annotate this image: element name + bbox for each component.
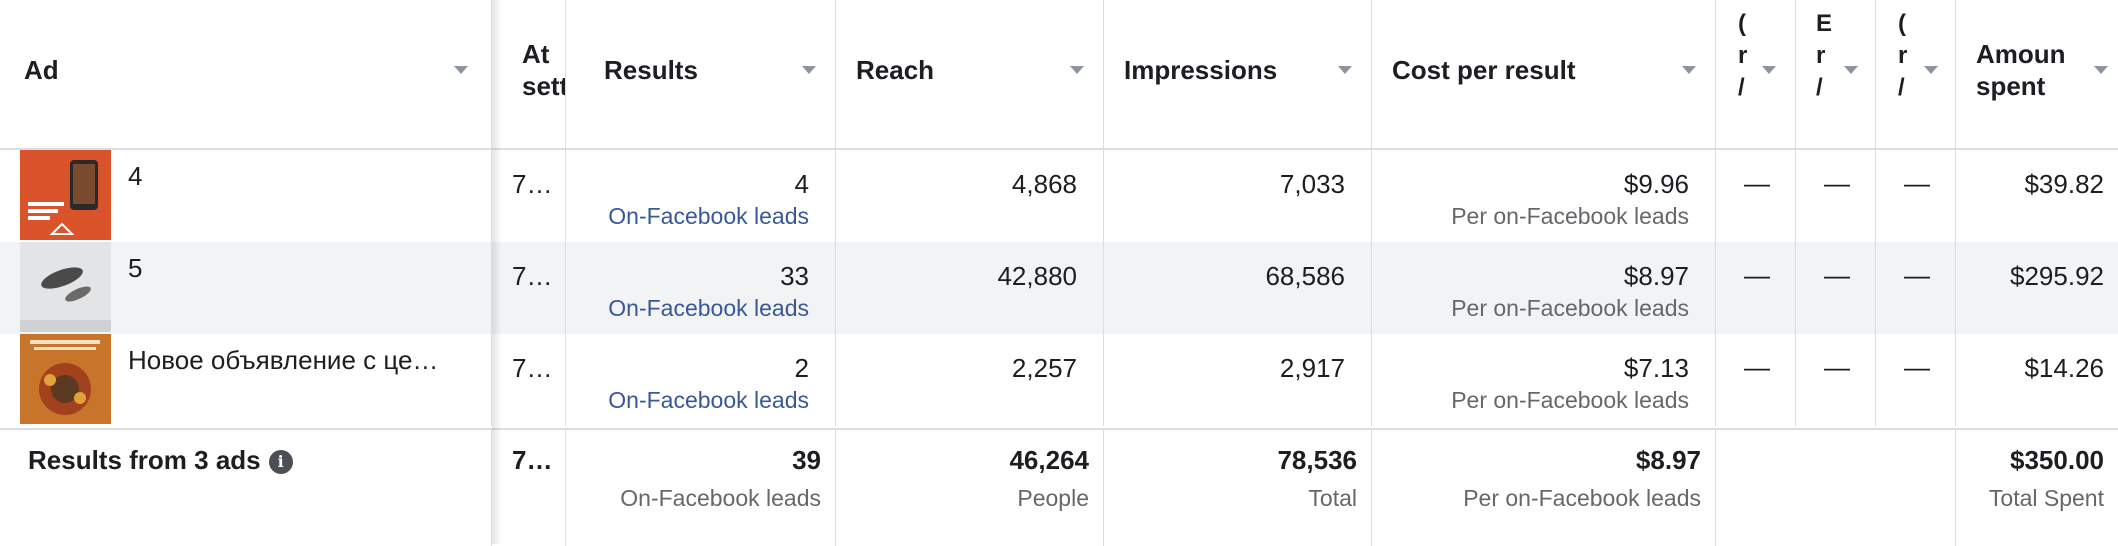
- column-header-collapsed-2-label: E r /: [1816, 10, 1833, 101]
- table-header: Ad At sett Results Reach Impressions Cos…: [0, 0, 2118, 150]
- column-header-impressions[interactable]: Impressions: [1104, 0, 1372, 148]
- cost-per-result-value: $8.97: [1623, 261, 1689, 291]
- cost-per-result-value: $7.13: [1623, 353, 1689, 383]
- reach-value: 2,257: [1011, 353, 1077, 383]
- attribution-value: 7…: [512, 169, 553, 199]
- results-value: 2: [794, 353, 809, 383]
- results-type-link[interactable]: On-Facebook leads: [608, 295, 809, 321]
- column-header-ad[interactable]: Ad: [0, 0, 492, 148]
- results-value: 33: [780, 261, 809, 291]
- column-header-collapsed-1[interactable]: ( r /: [1716, 0, 1796, 148]
- results-type-link[interactable]: On-Facebook leads: [608, 387, 809, 413]
- sort-chevron-icon[interactable]: [1762, 66, 1776, 74]
- ad-thumbnail[interactable]: [20, 242, 111, 332]
- column-header-attribution[interactable]: At sett: [492, 0, 566, 148]
- empty-value: —: [1824, 352, 1850, 382]
- table-row[interactable]: 4 7… 4 On-Facebook leads 4,868 7,033 $9.…: [0, 150, 2118, 242]
- column-header-amount-spent[interactable]: Amoun spent: [1956, 0, 2118, 148]
- ad-name[interactable]: 4: [128, 161, 143, 191]
- column-header-ad-label: Ad: [24, 55, 59, 85]
- column-header-cost-per-result-label: Cost per result: [1392, 55, 1576, 85]
- column-header-amount-spent-label: Amoun spent: [1976, 39, 2066, 101]
- totals-amount-spent: $350.00: [2010, 445, 2104, 475]
- cost-per-result-type: Per on-Facebook leads: [1451, 203, 1689, 229]
- attribution-value: 7…: [512, 353, 553, 383]
- cost-per-result-type: Per on-Facebook leads: [1451, 295, 1689, 321]
- ad-name[interactable]: 5: [128, 253, 143, 283]
- amount-spent-value: $14.26: [2024, 353, 2104, 383]
- totals-empty: [1716, 430, 1956, 546]
- empty-value: —: [1744, 168, 1770, 198]
- sort-chevron-icon[interactable]: [1338, 66, 1352, 74]
- impressions-value: 7,033: [1279, 169, 1345, 199]
- sort-chevron-icon[interactable]: [454, 66, 468, 74]
- sort-chevron-icon[interactable]: [2094, 66, 2108, 74]
- column-header-reach-label: Reach: [856, 55, 935, 85]
- totals-results: 39: [792, 445, 821, 475]
- sort-chevron-icon[interactable]: [1070, 66, 1084, 74]
- empty-value: —: [1904, 352, 1930, 382]
- totals-reach-type: People: [1017, 485, 1089, 511]
- column-header-collapsed-3-label: ( r /: [1898, 10, 1908, 101]
- sort-chevron-icon[interactable]: [1682, 66, 1696, 74]
- column-header-impressions-label: Impressions: [1124, 55, 1278, 85]
- totals-reach: 46,264: [1009, 445, 1089, 475]
- empty-value: —: [1744, 260, 1770, 290]
- sort-chevron-icon[interactable]: [1924, 66, 1938, 74]
- table-row[interactable]: Новое объявление с це… 7… 2 On-Facebook …: [0, 334, 2118, 426]
- ad-cell[interactable]: 4: [0, 150, 492, 242]
- totals-label-text: Results from 3 ads: [28, 445, 261, 475]
- reach-value: 42,880: [997, 261, 1077, 291]
- reach-value: 4,868: [1011, 169, 1077, 199]
- totals-impressions: 78,536: [1277, 445, 1357, 475]
- cost-per-result-type: Per on-Facebook leads: [1451, 387, 1689, 413]
- column-header-attribution-label: At sett: [522, 39, 566, 101]
- totals-amount-type: Total Spent: [1988, 485, 2104, 511]
- totals-row: Results from 3 ads i 7… 39 On-Facebook le…: [0, 428, 2118, 546]
- totals-label: Results from 3 ads i: [28, 444, 293, 476]
- impressions-value: 68,586: [1265, 261, 1345, 291]
- ad-cell[interactable]: 5: [0, 242, 492, 334]
- empty-value: —: [1904, 260, 1930, 290]
- impressions-value: 2,917: [1279, 353, 1345, 383]
- attribution-value: 7…: [512, 261, 553, 291]
- results-value: 4: [794, 169, 809, 199]
- totals-cost-per-result: $8.97: [1635, 445, 1701, 475]
- column-header-reach[interactable]: Reach: [836, 0, 1104, 148]
- column-header-results[interactable]: Results: [566, 0, 836, 148]
- column-header-collapsed-2[interactable]: E r /: [1796, 0, 1876, 148]
- totals-cost-type: Per on-Facebook leads: [1463, 485, 1701, 511]
- column-header-collapsed-3[interactable]: ( r /: [1876, 0, 1956, 148]
- empty-value: —: [1824, 260, 1850, 290]
- column-header-results-label: Results: [604, 55, 698, 85]
- column-header-cost-per-result[interactable]: Cost per result: [1372, 0, 1716, 148]
- empty-value: —: [1824, 168, 1850, 198]
- ad-name[interactable]: Новое объявление с це…: [128, 345, 439, 375]
- empty-value: —: [1904, 168, 1930, 198]
- ad-cell[interactable]: Новое объявление с це…: [0, 334, 492, 426]
- table-row[interactable]: 5 7… 33 On-Facebook leads 42,880 68,586 …: [0, 242, 2118, 334]
- totals-attribution: 7…: [512, 445, 553, 475]
- totals-impressions-type: Total: [1308, 485, 1357, 511]
- ad-thumbnail[interactable]: [20, 334, 111, 424]
- info-icon[interactable]: i: [268, 450, 293, 475]
- totals-results-type: On-Facebook leads: [620, 485, 821, 511]
- amount-spent-value: $295.92: [2010, 261, 2104, 291]
- empty-value: —: [1744, 352, 1770, 382]
- results-type-link[interactable]: On-Facebook leads: [608, 203, 809, 229]
- column-header-collapsed-1-label: ( r /: [1738, 10, 1748, 101]
- sort-chevron-icon[interactable]: [802, 66, 816, 74]
- sort-chevron-icon[interactable]: [1844, 66, 1858, 74]
- ad-thumbnail[interactable]: [20, 150, 111, 240]
- amount-spent-value: $39.82: [2024, 169, 2104, 199]
- cost-per-result-value: $9.96: [1623, 169, 1689, 199]
